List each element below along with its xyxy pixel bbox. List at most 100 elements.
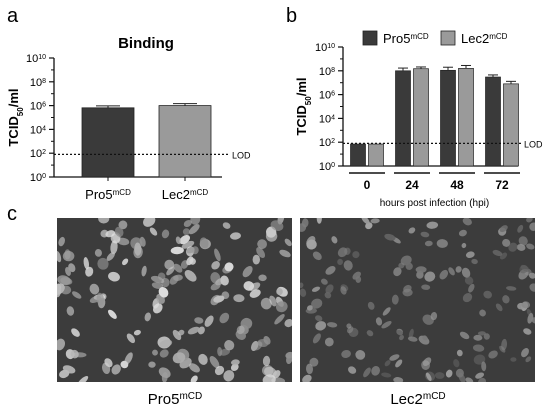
cell-nucleus [159,339,173,348]
cell-nucleus [506,286,517,291]
cell-nucleus [510,357,517,362]
cell-nucleus [194,317,204,324]
chart-a-lod-label: LOD [232,150,251,160]
cell-nucleus [189,258,196,265]
cell-nucleus [468,283,475,293]
cell-nucleus [393,267,402,277]
cell-nucleus [341,349,351,359]
cell-nucleus [96,292,105,306]
cell-nucleus [502,238,511,247]
cell-nucleus [149,227,158,236]
cell-nucleus [523,328,532,335]
cell-nucleus [408,227,416,234]
cell-nucleus [133,329,141,336]
cell-nucleus [213,295,225,303]
cell-nucleus [199,237,209,249]
cell-nucleus [258,274,267,282]
cell-nucleus [70,349,79,359]
cell-nucleus [477,377,487,382]
cell-nucleus [141,265,147,277]
cell-nucleus [302,374,312,382]
cell-nucleus [285,351,292,359]
cell-nucleus [347,366,357,374]
cell-nucleus [222,222,231,229]
cell-nucleus [68,263,76,273]
cell-nucleus [77,376,89,382]
cell-nucleus [398,262,405,269]
cell-nucleus [117,237,130,246]
chart-b-ytick-label: 1010 [315,42,335,54]
cell-nucleus [324,337,334,347]
cell-nucleus [326,322,338,328]
cell-nucleus [309,357,319,367]
cell-nucleus [325,266,336,275]
cell-nucleus [189,363,200,373]
cell-nucleus [262,364,274,376]
cell-nucleus [508,242,518,252]
cell-nucleus [210,272,221,284]
chart-a-xtick-label: Lec2mCD [162,187,209,202]
chart-b-xtick-label: 72 [495,178,509,192]
cell-nucleus [455,368,464,378]
cell-nucleus [231,359,240,366]
cell-nucleus [312,251,322,261]
cell-nucleus [89,283,100,295]
cell-nucleus [242,266,253,278]
cell-nucleus [106,252,115,261]
chart-b-xtick-label: 48 [450,178,464,192]
cell-nucleus [384,360,391,367]
chart-b-bar [485,76,501,167]
cell-nucleus [529,272,535,279]
cell-nucleus [459,331,470,340]
chart-a-ytick-label: 1010 [26,53,46,65]
cell-nucleus [415,266,427,273]
chart-b-legend-swatch [440,30,456,46]
cell-nucleus [361,218,370,225]
cell-nucleus [219,348,231,356]
cell-nucleus [190,218,201,225]
cell-nucleus [366,330,374,337]
chart-b-xlabel: hours post infection (hpi) [380,198,490,209]
cell-nucleus [114,226,124,237]
cell-nucleus [104,358,113,368]
cell-nucleus [124,352,133,365]
cell-nucleus [269,295,277,307]
cell-nucleus [461,267,471,278]
cell-nucleus [499,225,508,233]
cell-nucleus [178,329,185,336]
cell-nucleus [153,303,163,314]
cell-nucleus [151,282,164,289]
cell-nucleus [403,284,412,293]
cell-nucleus [118,220,128,230]
cell-nucleus [434,372,445,379]
cell-nucleus [59,369,70,379]
cell-nucleus [465,251,475,258]
cell-nucleus [284,238,292,247]
cell-nucleus [64,249,71,260]
cell-nucleus [236,325,245,335]
cell-nucleus [381,372,392,378]
chart-a-ytick-label: 100 [30,172,46,184]
cell-nucleus [166,266,175,276]
chart-a-binding: Binding 100 102 104 106 108 1010 TCID50/ml Pro5m… [6,35,251,202]
cell-nucleus [214,365,225,376]
cell-nucleus [94,249,102,257]
cell-nucleus [108,271,120,282]
cell-nucleus [531,317,535,324]
cell-nucleus [481,361,487,372]
cell-nucleus [134,242,142,256]
cell-nucleus [527,312,534,324]
chart-b-legend-swatch [362,30,378,46]
cell-nucleus [391,294,399,305]
cell-nucleus [439,269,449,280]
cell-nucleus [382,307,391,316]
cell-nucleus [181,240,195,249]
chart-b-ylabel: TCID50/ml [294,77,313,135]
cell-nucleus [465,377,474,382]
cell-nucleus [159,349,169,358]
cell-nucleus [150,275,165,284]
cell-nucleus [462,293,473,303]
cell-nucleus [331,236,338,244]
cell-nucleus [407,336,418,342]
cell-nucleus [111,364,121,375]
